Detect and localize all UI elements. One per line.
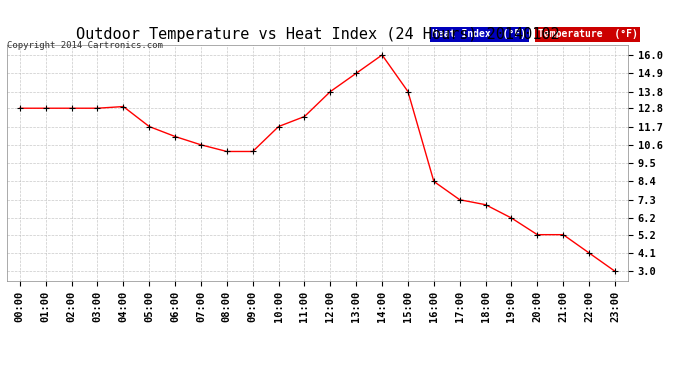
- Text: Heat Index  (°F): Heat Index (°F): [432, 29, 526, 39]
- Title: Outdoor Temperature vs Heat Index (24 Hours) 20140102: Outdoor Temperature vs Heat Index (24 Ho…: [76, 27, 559, 42]
- Text: Temperature  (°F): Temperature (°F): [538, 29, 638, 39]
- Text: Copyright 2014 Cartronics.com: Copyright 2014 Cartronics.com: [7, 41, 163, 50]
